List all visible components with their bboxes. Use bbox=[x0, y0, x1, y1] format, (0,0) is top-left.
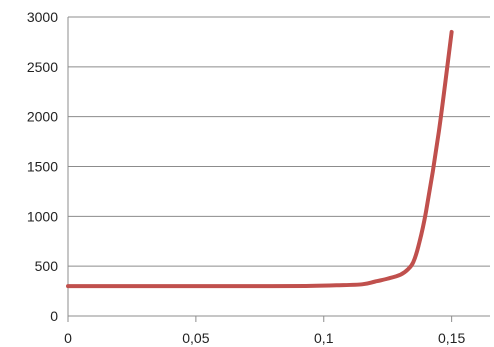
x-tick-label: 0 bbox=[64, 330, 72, 346]
y-tick-label: 1500 bbox=[27, 159, 58, 175]
y-tick-label: 0 bbox=[50, 308, 58, 324]
gridlines bbox=[68, 16, 490, 267]
x-tick-label: 0,1 bbox=[314, 330, 334, 346]
series-line-0 bbox=[66, 29, 454, 289]
y-tick-label: 2000 bbox=[27, 109, 58, 125]
axes bbox=[67, 17, 490, 322]
x-tick-label: 0,05 bbox=[182, 330, 209, 346]
series-layer bbox=[66, 29, 454, 289]
x-tick-label: 0,15 bbox=[438, 330, 465, 346]
y-tick-label: 500 bbox=[35, 258, 59, 274]
y-tick-labels: 0 500 1000 1500 2000 2500 3000 bbox=[27, 9, 58, 324]
x-tick-labels: 0 0,05 0,1 0,15 bbox=[64, 330, 465, 346]
y-tick-label: 2500 bbox=[27, 59, 58, 75]
y-tick-label: 1000 bbox=[27, 208, 58, 224]
y-tick-label: 3000 bbox=[27, 9, 58, 25]
